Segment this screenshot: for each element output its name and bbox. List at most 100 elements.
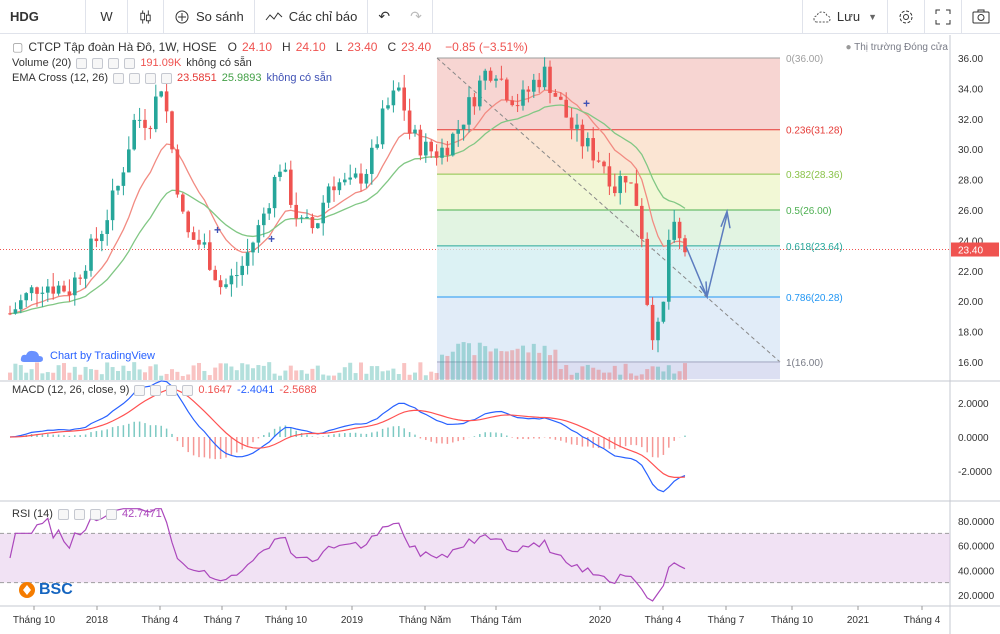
fullscreen-button[interactable] — [924, 0, 961, 34]
candle-body — [256, 225, 261, 243]
low-label: L — [335, 40, 343, 54]
candle-body — [137, 119, 142, 121]
candle-body — [515, 105, 520, 107]
settings-icon[interactable] — [150, 384, 162, 396]
volume-bar — [494, 348, 498, 380]
more-icon[interactable] — [105, 508, 117, 520]
ema-fast-line — [9, 89, 686, 315]
ema-legend: EMA Cross (12, 26) 23.5851 25.9893 không… — [12, 72, 337, 84]
high-value: 24.10 — [295, 40, 326, 54]
fib-trend-line — [436, 57, 781, 363]
volume-bar — [137, 369, 142, 380]
settings-icon[interactable] — [92, 57, 104, 69]
settings-icon[interactable] — [73, 508, 85, 520]
candle-body — [677, 221, 682, 239]
close-icon[interactable] — [89, 508, 101, 520]
close-icon[interactable] — [144, 72, 156, 84]
redo-button[interactable]: ↷ — [400, 0, 433, 34]
volume-bar — [661, 371, 666, 380]
eye-icon[interactable] — [76, 57, 88, 69]
candle-body — [218, 280, 223, 288]
candle-body — [197, 239, 201, 245]
volume-bar — [99, 374, 104, 380]
rsi-axis-label: 20.0000 — [958, 591, 995, 602]
gear-icon — [899, 10, 913, 23]
fib-level-label: 0.5(26.00) — [786, 206, 832, 217]
volume-bar — [353, 373, 358, 380]
candle-body — [332, 186, 336, 191]
time-axis-label: 2019 — [341, 615, 364, 626]
rsi-value: 42.7471 — [121, 508, 162, 520]
screenshot-button[interactable] — [961, 0, 1000, 34]
more-icon[interactable] — [182, 384, 194, 396]
fib-level-label: 1(16.00) — [786, 358, 823, 369]
fib-level-label: 0(36.00) — [786, 54, 823, 65]
candle-body — [213, 269, 217, 281]
candle-body — [348, 177, 352, 180]
candle-body — [553, 92, 558, 97]
volume-bar — [240, 363, 245, 380]
interval-button[interactable]: W — [86, 0, 128, 34]
indicators-label: Các chỉ báo — [288, 9, 358, 24]
more-icon[interactable] — [124, 57, 136, 69]
volume-bar — [29, 369, 34, 380]
candle-body — [105, 220, 109, 234]
time-axis-label: Tháng 7 — [708, 615, 745, 626]
volume-bar — [267, 362, 272, 380]
candle-body — [364, 173, 369, 184]
settings-icon[interactable] — [128, 72, 140, 84]
close-icon[interactable] — [108, 57, 120, 69]
candle-body — [164, 91, 169, 112]
price-axis-label: 28.00 — [958, 176, 983, 187]
macd-hist-value: 0.1647 — [198, 384, 233, 396]
compare-icon — [175, 10, 189, 23]
chart-type-button[interactable] — [128, 0, 164, 34]
bsc-logo: BSC — [18, 581, 78, 599]
undo-button[interactable]: ↶ — [368, 0, 400, 34]
eye-icon[interactable] — [134, 384, 146, 396]
chart-canvas[interactable]: 0(36.00) 0.236(31.28) 0.382(28.36) 0.5(26.0… — [0, 35, 1000, 634]
price-axis-label: 18.00 — [958, 328, 983, 339]
candle-body — [451, 133, 455, 156]
candle-body — [667, 239, 671, 302]
chart-area[interactable]: 0(36.00) 0.236(31.28) 0.382(28.36) 0.5(26.0… — [0, 35, 1000, 634]
tradingview-watermark[interactable]: Chart by TradingView — [20, 349, 160, 363]
volume-bar — [40, 373, 45, 380]
candle-body — [429, 141, 433, 152]
candle-body — [24, 293, 28, 301]
candle-body — [640, 205, 644, 239]
volume-bar — [305, 373, 309, 380]
collapse-icon[interactable]: ▢ — [12, 40, 24, 54]
price-axis-label: 36.00 — [958, 54, 983, 65]
volume-bar — [342, 367, 347, 380]
volume-bar — [564, 364, 569, 380]
compare-button[interactable]: So sánh — [164, 0, 255, 34]
candle-body — [542, 66, 547, 88]
eye-icon[interactable] — [57, 508, 69, 520]
fib-level-label: 0.382(28.36) — [786, 170, 843, 181]
eye-icon[interactable] — [112, 72, 124, 84]
main-legend: ▢ CTCP Tập đoàn Hà Đô, 1W, HOSE O 24.10 H… — [12, 40, 533, 54]
volume-bar — [677, 371, 682, 380]
more-icon[interactable] — [160, 72, 172, 84]
rsi-band — [0, 533, 950, 583]
save-button[interactable]: Lưu ▼ — [801, 0, 887, 34]
time-axis-label: Tháng Năm — [399, 615, 451, 626]
volume-bar — [510, 350, 515, 380]
candle-body — [89, 238, 93, 271]
indicators-button[interactable]: Các chỉ báo — [255, 0, 369, 34]
candle-body — [170, 111, 174, 150]
candle-body — [148, 127, 153, 130]
symbol-search-button[interactable]: HDG — [0, 0, 86, 34]
candle-body — [413, 129, 417, 134]
volume-bar — [116, 370, 120, 380]
volume-bar — [315, 365, 320, 380]
volume-bar — [364, 373, 369, 380]
volume-bar — [531, 343, 536, 380]
ema-fast-value: 23.5851 — [176, 72, 217, 84]
close-icon[interactable] — [166, 384, 178, 396]
candle-body — [629, 182, 633, 184]
settings-button[interactable] — [887, 0, 924, 34]
candle-body — [483, 70, 487, 81]
